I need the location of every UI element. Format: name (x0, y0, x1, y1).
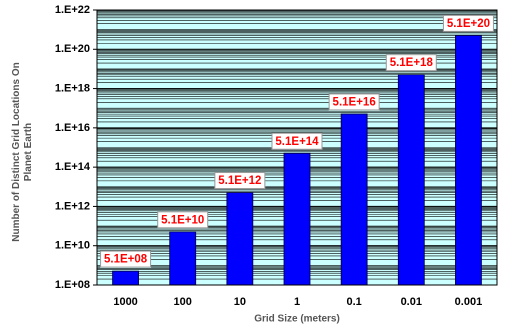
y-tick-label: 1.E+12 (55, 200, 90, 212)
value-label: 5.1E+14 (275, 136, 319, 148)
value-label-box (385, 54, 437, 72)
value-label-box (271, 132, 323, 150)
bar (397, 74, 425, 286)
y-tick-label: 1.E+20 (55, 43, 90, 55)
x-tick-label: 1 (294, 296, 300, 308)
x-tick-label: 10 (234, 296, 246, 308)
value-label: 5.1E+18 (390, 57, 434, 69)
bar (226, 192, 254, 286)
y-tick-label: 1.E+18 (55, 82, 90, 94)
value-label: 5.1E+12 (218, 175, 261, 187)
bar (112, 270, 139, 286)
y-axis-title: Number of Distinct Grid Locations On Pla… (11, 62, 34, 242)
value-label-box (442, 14, 494, 32)
value-label-box (328, 93, 380, 111)
x-tick-label: 0.1 (346, 296, 361, 308)
y-tick-label: 1.E+08 (55, 279, 90, 291)
x-tick-label: 0.01 (401, 296, 422, 308)
x-tick-label: 0.001 (455, 296, 483, 308)
x-axis-title: Grid Size (meters) (254, 314, 340, 325)
y-tick-label: 1.E+22 (55, 4, 90, 16)
x-tick-label: 1000 (113, 296, 137, 308)
value-label: 5.1E+16 (333, 96, 376, 108)
value-label-box (100, 250, 152, 268)
x-tick-label: 100 (174, 296, 192, 308)
value-label: 5.1E+10 (161, 214, 204, 226)
y-tick-label: 1.E+10 (55, 240, 90, 252)
value-label: 5.1E+20 (447, 18, 490, 30)
value-label-box (157, 211, 209, 229)
bar (283, 152, 311, 286)
value-label-box (214, 172, 266, 190)
bar (455, 34, 482, 286)
bar (169, 231, 197, 286)
y-tick-label: 1.E+16 (55, 122, 90, 134)
value-label: 5.1E+08 (104, 254, 148, 266)
y-tick-label: 1.E+14 (55, 161, 91, 173)
bar (340, 113, 368, 286)
plot-border (96, 9, 498, 286)
